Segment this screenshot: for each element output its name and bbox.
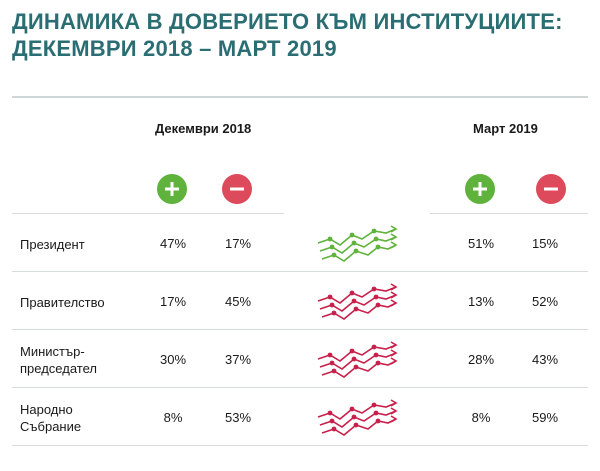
trend-arrows-icon: [317, 341, 398, 378]
institution-label-line: Събрание: [20, 419, 82, 434]
trend-dot: [349, 406, 355, 412]
march-positive-value: 8%: [471, 410, 491, 425]
minus-circle-icon: [536, 174, 566, 204]
table-row: Президент 47% 17% 51% 15%: [0, 214, 600, 272]
december-positive-value: 17%: [159, 294, 187, 309]
institution-label-line: Правителство: [20, 295, 105, 310]
institution-label: Президент: [20, 236, 85, 253]
trend-dot: [349, 232, 355, 238]
trend-arrowhead: [390, 349, 398, 357]
trend-arrows-icon: [317, 225, 398, 262]
trend-arrowhead: [390, 399, 398, 407]
title-line-1: ДИНАМИКА В ДОВЕРИЕТО КЪМ ИНСТИТУЦИИТЕ:: [12, 9, 563, 34]
march-positive-value: 51%: [467, 236, 495, 251]
trend-dot: [351, 356, 357, 362]
december-positive-value: 8%: [163, 410, 183, 425]
trend-dot: [373, 236, 379, 242]
institution-label-line: Министър-: [20, 344, 85, 359]
period-header-march: Март 2019: [473, 121, 538, 136]
trend-dot: [351, 240, 357, 246]
table-row: Правителство 17% 45% 13% 52%: [0, 272, 600, 330]
trend-dot: [371, 286, 377, 292]
table-row: Народно Събрание 8% 53% 8% 59%: [0, 388, 600, 446]
trend-arrowhead: [390, 241, 398, 249]
plus-circle-icon: [465, 174, 495, 204]
header-divider-right: [430, 213, 588, 214]
trend-dot: [351, 298, 357, 304]
row-divider: [12, 387, 588, 388]
trend-dot: [349, 348, 355, 354]
row-divider: [12, 329, 588, 330]
december-negative-value: 53%: [224, 410, 252, 425]
institution-label: Министър-председател: [20, 343, 97, 377]
trend-arrowhead: [390, 299, 398, 307]
trend-arrowhead: [390, 407, 398, 415]
institution-label-line: Президент: [20, 237, 85, 252]
trend-dot: [331, 426, 337, 432]
trend-arrowhead: [390, 341, 398, 349]
march-negative-value: 52%: [531, 294, 559, 309]
march-positive-value: 13%: [467, 294, 495, 309]
trend-dot: [329, 244, 335, 250]
trend-dot: [371, 402, 377, 408]
table-row: Министър-председател 30% 37% 28% 43%: [0, 330, 600, 388]
march-positive-value: 28%: [467, 352, 495, 367]
institution-label: Народно Събрание: [20, 401, 81, 435]
trend-dot: [375, 418, 381, 424]
trend-dot: [353, 422, 359, 428]
march-negative-value: 15%: [531, 236, 559, 251]
trend-dot: [371, 344, 377, 350]
institution-label-line: Народно: [20, 402, 73, 417]
trend-dot: [371, 228, 377, 234]
top-divider: [12, 96, 588, 98]
march-negative-value: 43%: [531, 352, 559, 367]
plus-circle-icon: [157, 174, 187, 204]
trend-arrows-icon: [317, 399, 398, 436]
title-line-2: ДЕКЕМВРИ 2018 – МАРТ 2019: [12, 36, 337, 61]
trend-dot: [327, 294, 333, 300]
trend-arrowhead: [390, 225, 398, 233]
december-negative-value: 17%: [224, 236, 252, 251]
row-divider: [12, 271, 588, 272]
trend-dot: [351, 414, 357, 420]
trend-dot: [375, 302, 381, 308]
trend-dot: [331, 368, 337, 374]
trend-arrowhead: [390, 233, 398, 241]
institution-label: Правителство: [20, 294, 105, 311]
trend-arrowhead: [390, 291, 398, 299]
trend-dot: [375, 360, 381, 366]
page-title: ДИНАМИКА В ДОВЕРИЕТО КЪМ ИНСТИТУЦИИТЕ: Д…: [12, 8, 592, 62]
trend-dot: [329, 360, 335, 366]
trend-dot: [329, 418, 335, 424]
row-divider: [12, 445, 588, 446]
trend-dot: [349, 290, 355, 296]
december-positive-value: 30%: [159, 352, 187, 367]
trend-dot: [331, 310, 337, 316]
trend-dot: [327, 236, 333, 242]
trend-dot: [327, 352, 333, 358]
march-negative-value: 59%: [531, 410, 559, 425]
december-negative-value: 37%: [224, 352, 252, 367]
december-negative-value: 45%: [224, 294, 252, 309]
trend-dot: [353, 248, 359, 254]
trend-dot: [373, 410, 379, 416]
trend-dot: [373, 294, 379, 300]
trend-dot: [331, 252, 337, 258]
trend-arrows-icon: [317, 283, 398, 320]
december-positive-value: 47%: [159, 236, 187, 251]
header-divider-left: [12, 213, 284, 214]
institution-label-line: председател: [20, 361, 97, 376]
period-header-december: Декември 2018: [155, 121, 252, 136]
trend-dot: [329, 302, 335, 308]
trend-arrowhead: [390, 357, 398, 365]
trend-dot: [375, 244, 381, 250]
trend-arrowhead: [390, 283, 398, 291]
trend-dot: [353, 364, 359, 370]
minus-circle-icon: [222, 174, 252, 204]
trend-dot: [327, 410, 333, 416]
trend-dot: [373, 352, 379, 358]
trend-arrowhead: [390, 415, 398, 423]
trend-dot: [353, 306, 359, 312]
